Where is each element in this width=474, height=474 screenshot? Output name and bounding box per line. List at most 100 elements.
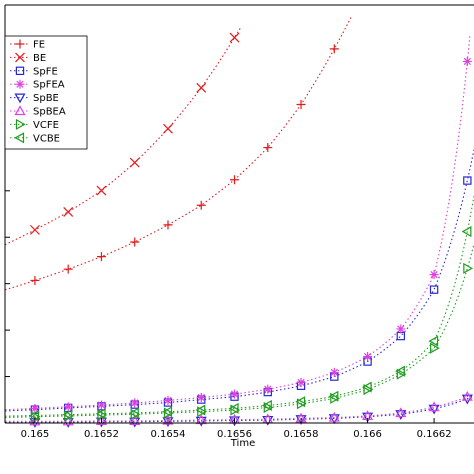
data-point-vcbe — [295, 396, 306, 408]
data-point-fe — [30, 275, 40, 285]
data-point-spfea — [163, 395, 173, 405]
data-point-be — [163, 123, 173, 134]
series-markers — [29, 32, 474, 428]
data-point-spfea — [329, 367, 339, 377]
data-point-vcbe — [461, 226, 472, 238]
legend-label-fe: FE — [33, 40, 45, 51]
data-point-spfea — [196, 393, 206, 403]
data-point-spfea — [96, 400, 106, 410]
legend-marker-spfe — [15, 66, 25, 75]
data-point-be — [30, 224, 40, 235]
data-point-fe — [329, 44, 339, 54]
data-point-spbea — [62, 415, 74, 426]
legend-label-vcbe: VCBE — [33, 133, 60, 144]
data-point-fe — [196, 200, 206, 210]
data-point-spbea — [162, 414, 174, 425]
data-point-spfea — [30, 403, 40, 413]
data-point-spbe — [461, 394, 473, 405]
legend-label-vcfe: VCFE — [33, 120, 59, 131]
data-point-spbea — [428, 401, 440, 412]
data-point-vcfe — [197, 406, 207, 418]
x-tick-label: 0.1652 — [84, 429, 119, 440]
x-tick-label: 0.1658 — [284, 429, 319, 440]
data-point-spbea — [395, 407, 407, 418]
data-point-fe — [296, 99, 306, 109]
data-point-spbe — [262, 415, 274, 426]
data-point-spfea — [230, 389, 240, 399]
data-point-fe — [163, 220, 173, 230]
data-point-vcfe — [463, 262, 474, 274]
data-point-spbe — [162, 417, 174, 428]
data-point-spbe — [328, 414, 340, 425]
x-axis-title: Time — [230, 438, 255, 449]
data-point-vcbe — [62, 409, 73, 421]
data-point-spbe — [195, 416, 207, 427]
data-point-vcfe — [330, 392, 341, 404]
data-point-spfea — [462, 56, 472, 66]
data-point-fe — [263, 143, 273, 153]
data-point-vcbe — [95, 408, 106, 420]
data-point-spbea — [195, 414, 207, 425]
legend-marker-spbea — [14, 105, 26, 116]
legend-box — [4, 35, 88, 150]
data-point-spbea — [328, 411, 340, 422]
data-point-vcfe — [230, 404, 241, 416]
data-point-vcfe — [64, 410, 74, 422]
x-tick-label: 0.166 — [353, 429, 382, 440]
data-point-spbe — [428, 404, 440, 415]
data-point-be — [229, 32, 240, 43]
data-point-vcbe — [262, 399, 272, 411]
data-point-fe — [130, 237, 140, 247]
x-tick-label: 0.1656 — [217, 429, 252, 440]
data-point-vcfe — [30, 411, 41, 423]
data-point-vcbe — [29, 409, 40, 422]
data-point-vcbe — [395, 365, 405, 377]
data-point-vcfe — [130, 408, 141, 420]
legend: FE BE SpFE SpFEA SpBE SpBEA VCFE VCBE — [4, 35, 88, 150]
data-point-spfea — [363, 352, 373, 362]
series-line-be — [4, 26, 242, 246]
data-point-vcbe — [195, 404, 206, 416]
data-point-vcbe — [328, 390, 339, 402]
data-point-fe — [230, 175, 240, 185]
legend-marker-fe — [15, 39, 25, 49]
data-point-spfe — [429, 285, 439, 294]
data-point-vcfe — [429, 342, 440, 354]
data-point-vcfe — [163, 407, 174, 419]
data-point-be — [196, 82, 207, 93]
data-point-be — [96, 185, 107, 196]
data-point-vcbe — [128, 407, 139, 419]
data-point-vcfe — [263, 402, 274, 414]
legend-marker-be — [15, 52, 25, 63]
data-point-vcfe — [296, 398, 307, 410]
data-point-spbe — [362, 412, 374, 423]
data-point-spfe — [463, 176, 472, 185]
legend-marker-spbe — [14, 93, 26, 104]
legend-marker-vcfe — [15, 118, 26, 130]
data-point-spfea — [396, 324, 406, 334]
data-point-vcbe — [361, 381, 372, 393]
legend-label-spfea: SpFEA — [33, 80, 65, 91]
series-line-fe — [4, 17, 352, 291]
data-point-spfea — [263, 384, 273, 394]
data-point-vcfe — [363, 384, 374, 396]
x-axis-ticks: 0.165 0.1652 0.1654 0.1656 0.1658 0.166 0.1662 — [21, 418, 452, 440]
data-point-spfea — [429, 270, 439, 280]
data-point-vcfe — [396, 368, 407, 380]
data-point-vcbe — [162, 406, 173, 418]
x-tick-label: 0.165 — [21, 429, 50, 440]
legend-label-be: BE — [33, 53, 46, 64]
data-point-spbea — [461, 390, 473, 401]
data-point-spbea — [129, 415, 141, 426]
data-point-spbe — [395, 410, 407, 420]
data-point-spbe — [228, 416, 241, 427]
data-point-fe — [96, 252, 106, 262]
data-point-fe — [63, 264, 73, 274]
x-tick-label: 0.1654 — [150, 429, 185, 440]
legend-label-spbea: SpBEA — [33, 107, 66, 118]
data-point-spbe — [129, 417, 141, 428]
data-point-spbea — [95, 415, 107, 426]
data-point-spfea — [130, 398, 140, 408]
data-point-spfea — [63, 402, 73, 412]
